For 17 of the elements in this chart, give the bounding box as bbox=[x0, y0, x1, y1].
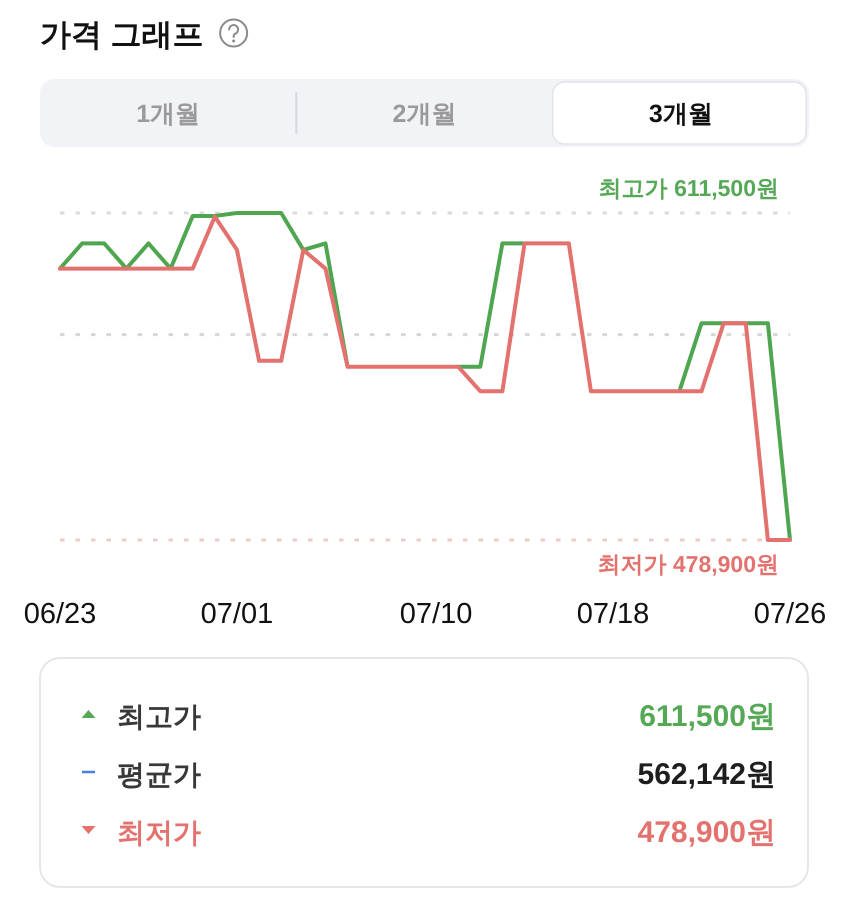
text: 최고가 bbox=[117, 701, 201, 732]
ref-line-label: 최고가 611,500원 bbox=[598, 175, 779, 201]
text: 562,142원 bbox=[638, 758, 776, 791]
x-tick-label: 07/18 bbox=[576, 598, 650, 630]
text: 3개월 bbox=[648, 100, 713, 128]
text: 2개월 bbox=[392, 100, 456, 128]
chart-title: 가격 그래프 bbox=[40, 17, 204, 52]
x-tick-label: 07/10 bbox=[400, 598, 472, 630]
text: 611,500원 bbox=[639, 700, 776, 733]
text: 평균가 bbox=[117, 759, 201, 790]
x-tick-label: 06/23 bbox=[24, 598, 96, 630]
x-tick-label: 07/01 bbox=[200, 598, 274, 630]
x-tick-label: 07/26 bbox=[754, 598, 826, 630]
text: 1개월 bbox=[136, 100, 200, 128]
ref-line-label: 최저가 478,900원 bbox=[597, 551, 779, 577]
text: 최저가 bbox=[117, 817, 201, 848]
text: 478,900원 bbox=[638, 816, 776, 849]
